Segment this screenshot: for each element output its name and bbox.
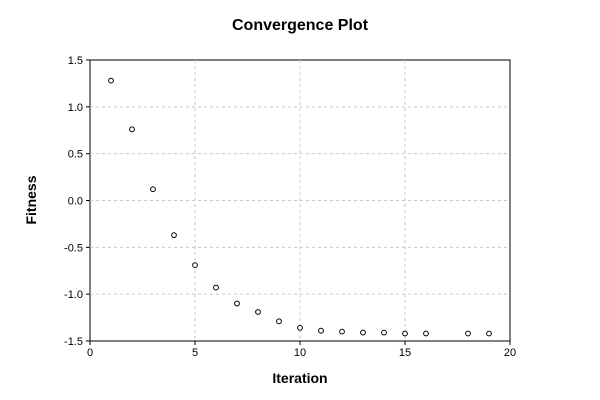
y-tick-label: -1.0	[64, 289, 83, 301]
y-tick-label: -0.5	[64, 242, 83, 254]
y-axis-label: Fitness	[23, 175, 39, 224]
data-point	[486, 330, 492, 337]
data-point	[129, 126, 135, 133]
data-point	[192, 262, 198, 269]
data-point	[255, 309, 261, 315]
x-axis-label: Iteration	[272, 370, 327, 386]
x-tick-label: 5	[192, 347, 198, 359]
chart-title: Convergence Plot	[232, 17, 369, 34]
y-tick-label: -1.5	[64, 336, 83, 348]
data-point	[381, 329, 387, 336]
data-points	[108, 77, 492, 337]
data-point	[213, 284, 219, 291]
data-point	[402, 330, 408, 337]
grid-lines	[90, 60, 510, 341]
data-point	[276, 318, 282, 325]
y-tick-label: 1.5	[68, 55, 83, 67]
data-point	[318, 327, 324, 334]
data-point	[171, 232, 177, 239]
x-tick-label: 20	[504, 347, 516, 359]
y-tick-label: 0.0	[68, 196, 83, 208]
data-point	[423, 330, 429, 337]
y-tick-label: 1.0	[68, 102, 83, 114]
x-tick-label: 15	[399, 347, 411, 359]
data-point	[360, 329, 366, 336]
data-point	[339, 328, 345, 335]
data-point	[297, 324, 303, 331]
data-point	[150, 186, 156, 193]
y-tick-label: 0.5	[68, 149, 83, 161]
x-tick-label: 0	[87, 347, 93, 359]
axis-ticks: 0 5 10 15 20 -1.5 -1.0 -0.5 0.0 0.5 1.0 1.5	[64, 55, 516, 359]
x-tick-label: 10	[294, 347, 306, 359]
data-point	[465, 330, 471, 337]
data-point	[234, 300, 240, 307]
data-point	[108, 77, 114, 84]
